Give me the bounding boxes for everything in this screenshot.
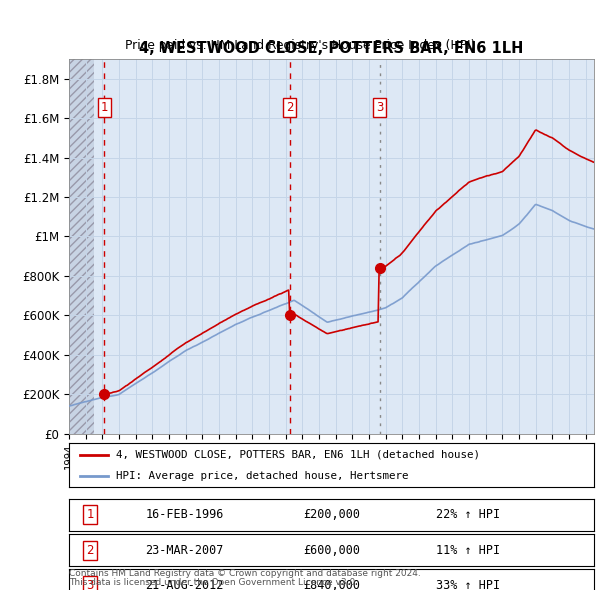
Text: 22% ↑ HPI: 22% ↑ HPI [436, 508, 500, 522]
Text: 2: 2 [86, 543, 94, 557]
Title: 4, WESTWOOD CLOSE, POTTERS BAR, EN6 1LH: 4, WESTWOOD CLOSE, POTTERS BAR, EN6 1LH [139, 41, 524, 57]
Text: 1: 1 [101, 101, 108, 114]
Text: 33% ↑ HPI: 33% ↑ HPI [436, 579, 500, 590]
Text: 23-MAR-2007: 23-MAR-2007 [145, 543, 224, 557]
Text: £600,000: £600,000 [303, 543, 360, 557]
Text: 2: 2 [286, 101, 293, 114]
Text: This data is licensed under the Open Government Licence v3.0.: This data is licensed under the Open Gov… [69, 578, 358, 587]
Text: £200,000: £200,000 [303, 508, 360, 522]
Text: £840,000: £840,000 [303, 579, 360, 590]
Text: 3: 3 [376, 101, 383, 114]
Text: 4, WESTWOOD CLOSE, POTTERS BAR, EN6 1LH (detached house): 4, WESTWOOD CLOSE, POTTERS BAR, EN6 1LH … [116, 450, 480, 460]
Text: Contains HM Land Registry data © Crown copyright and database right 2024.: Contains HM Land Registry data © Crown c… [69, 569, 421, 578]
Text: 16-FEB-1996: 16-FEB-1996 [145, 508, 224, 522]
Bar [69, 59, 94, 434]
Text: 21-AUG-2012: 21-AUG-2012 [145, 579, 224, 590]
Text: 11% ↑ HPI: 11% ↑ HPI [436, 543, 500, 557]
Text: 3: 3 [86, 579, 94, 590]
Text: Price paid vs. HM Land Registry's House Price Index (HPI): Price paid vs. HM Land Registry's House … [125, 39, 475, 52]
Text: HPI: Average price, detached house, Hertsmere: HPI: Average price, detached house, Hert… [116, 471, 409, 481]
Text: 1: 1 [86, 508, 94, 522]
